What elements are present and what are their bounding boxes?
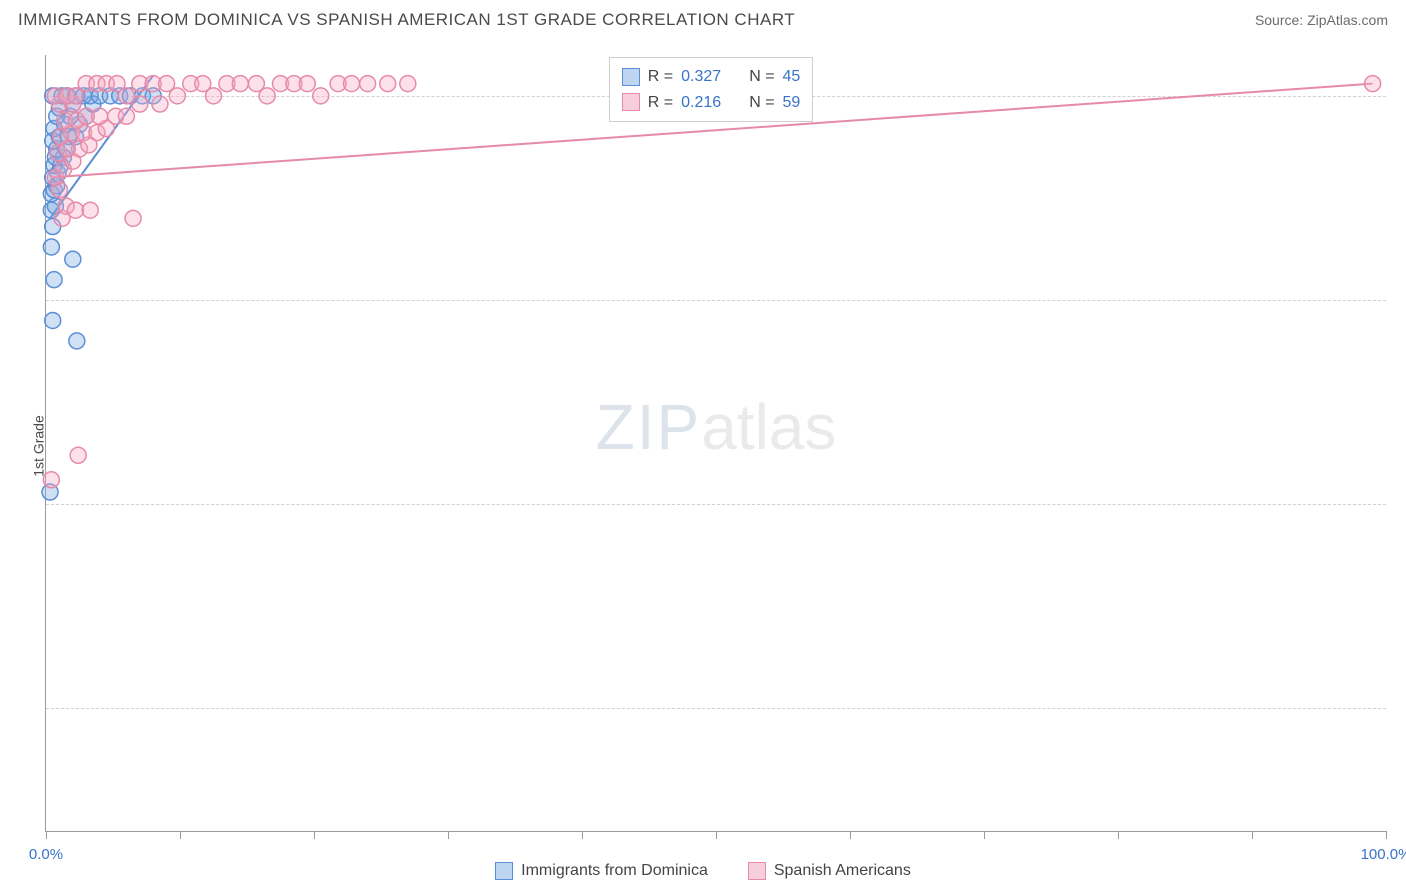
plot-area: ZIPatlas R =0.327N =45R =0.216N =59 85.0… <box>45 55 1386 832</box>
n-label: N = <box>749 90 774 116</box>
x-tick <box>1118 831 1119 839</box>
square-icon <box>622 68 640 86</box>
y-tick-label: 90.0% <box>1396 496 1406 513</box>
x-tick <box>180 831 181 839</box>
r-label: R = <box>648 90 673 116</box>
legend-item-spanish: Spanish Americans <box>748 862 911 880</box>
chart-area: ZIPatlas R =0.327N =45R =0.216N =59 85.0… <box>45 55 1386 832</box>
r-label: R = <box>648 64 673 90</box>
data-point <box>360 76 376 92</box>
n-label: N = <box>749 64 774 90</box>
x-tick-label: 100.0% <box>1361 846 1406 863</box>
n-value: 59 <box>783 90 801 116</box>
legend-label: Spanish Americans <box>774 862 911 880</box>
legend-row: R = 0.216 N = 59 <box>622 90 801 116</box>
data-point <box>206 88 222 104</box>
legend-label: Immigrants from Dominica <box>521 862 708 880</box>
data-point <box>380 76 396 92</box>
legend-row: R = 0.327 N = 45 <box>622 64 801 90</box>
x-tick <box>716 831 717 839</box>
x-tick-label: 0.0% <box>29 846 63 863</box>
data-point <box>65 251 81 267</box>
x-tick <box>850 831 851 839</box>
y-tick-label: 95.0% <box>1396 292 1406 309</box>
x-tick <box>984 831 985 839</box>
square-icon <box>622 93 640 111</box>
chart-title: IMMIGRANTS FROM DOMINICA VS SPANISH AMER… <box>18 10 795 30</box>
x-tick <box>1252 831 1253 839</box>
data-point <box>152 96 168 112</box>
data-point <box>70 447 86 463</box>
r-value: 0.327 <box>681 64 721 90</box>
data-point <box>67 202 83 218</box>
data-point <box>118 108 134 124</box>
legend-item-dominica: Immigrants from Dominica <box>495 862 708 880</box>
correlation-legend: R = 0.327 N = 45 R = 0.216 N = 59 <box>609 57 814 122</box>
data-point <box>299 76 315 92</box>
chart-header: IMMIGRANTS FROM DOMINICA VS SPANISH AMER… <box>0 0 1406 38</box>
data-point <box>45 312 61 328</box>
data-point <box>43 472 59 488</box>
data-point <box>313 88 329 104</box>
r-value: 0.216 <box>681 90 721 116</box>
square-icon <box>495 862 513 880</box>
data-point <box>46 272 62 288</box>
data-point <box>125 210 141 226</box>
chart-source: Source: ZipAtlas.com <box>1255 12 1388 28</box>
data-point <box>232 76 248 92</box>
x-tick <box>46 831 47 839</box>
data-point <box>118 88 134 104</box>
scatter-svg <box>46 55 1386 831</box>
data-point <box>43 239 59 255</box>
data-point <box>259 88 275 104</box>
data-point <box>69 333 85 349</box>
y-tick-label: 100.0% <box>1396 87 1406 104</box>
series-legend: Immigrants from Dominica Spanish America… <box>0 862 1406 880</box>
x-tick <box>1386 831 1387 839</box>
y-tick-label: 85.0% <box>1396 700 1406 717</box>
n-value: 45 <box>783 64 801 90</box>
data-point <box>169 88 185 104</box>
data-point <box>1365 76 1381 92</box>
x-tick <box>314 831 315 839</box>
x-tick <box>448 831 449 839</box>
data-point <box>82 202 98 218</box>
data-point <box>344 76 360 92</box>
data-point <box>92 108 108 124</box>
x-tick <box>582 831 583 839</box>
square-icon <box>748 862 766 880</box>
data-point <box>400 76 416 92</box>
